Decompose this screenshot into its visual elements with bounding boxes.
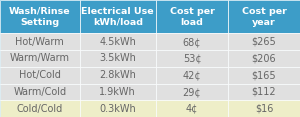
Bar [80,50,156,67]
Bar [228,67,300,84]
Text: $112: $112 [252,87,276,97]
Bar [228,33,300,50]
Text: Cold/Cold: Cold/Cold [16,104,63,114]
Bar [80,84,156,100]
Bar [228,84,300,100]
Text: Warm/Warm: Warm/Warm [10,53,70,63]
Text: Cost per
year: Cost per year [242,7,286,27]
Bar [156,50,228,67]
Text: Cost per
load: Cost per load [169,7,214,27]
Bar [80,100,156,117]
Text: $16: $16 [255,104,273,114]
Text: 0.3kWh: 0.3kWh [99,104,136,114]
Text: 53¢: 53¢ [183,53,201,63]
Text: Hot/Cold: Hot/Cold [19,70,61,80]
Bar [0,50,80,67]
Text: $206: $206 [252,53,276,63]
Text: 29¢: 29¢ [183,87,201,97]
Bar [156,67,228,84]
Text: 4.5kWh: 4.5kWh [99,37,136,47]
Bar [156,33,228,50]
Text: 42¢: 42¢ [183,70,201,80]
Bar [80,0,156,33]
Text: 1.9kWh: 1.9kWh [99,87,136,97]
Bar [0,33,80,50]
Bar [228,50,300,67]
Text: $265: $265 [252,37,276,47]
Bar [80,67,156,84]
Text: 4¢: 4¢ [186,104,198,114]
Text: Warm/Cold: Warm/Cold [13,87,66,97]
Bar [228,100,300,117]
Bar [156,84,228,100]
Text: 2.8kWh: 2.8kWh [99,70,136,80]
Text: Hot/Warm: Hot/Warm [15,37,64,47]
Bar [80,33,156,50]
Bar [0,84,80,100]
Bar [156,0,228,33]
Bar [228,0,300,33]
Text: 68¢: 68¢ [183,37,201,47]
Bar [0,67,80,84]
Bar [0,0,80,33]
Bar [156,100,228,117]
Bar [0,100,80,117]
Text: $165: $165 [252,70,276,80]
Text: Wash/Rinse
Setting: Wash/Rinse Setting [9,7,70,27]
Text: 3.5kWh: 3.5kWh [99,53,136,63]
Text: Electrical Use
kWh/load: Electrical Use kWh/load [81,7,154,27]
